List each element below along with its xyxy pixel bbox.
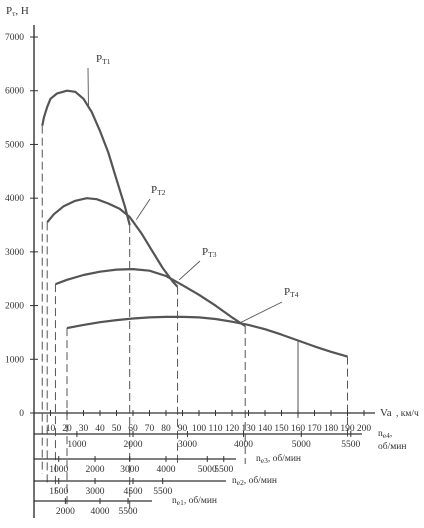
x-tick-label: 50 [112, 424, 122, 434]
curve-leader [179, 261, 200, 280]
x-tick-label: 190 [340, 424, 355, 434]
rpm-axis-name: ne4, [378, 429, 392, 440]
curve-label-Рт3: РТ3 [202, 246, 217, 259]
y-tick-label: 0 [19, 409, 24, 419]
y-axis-title: Рт, Н [6, 5, 29, 18]
x-tick-label: 10 [46, 424, 56, 434]
curve-leader [240, 302, 282, 323]
y-tick-label: 2000 [5, 302, 24, 312]
curve-label-Рт4: РТ4 [284, 286, 299, 299]
x-tick-label: 160 [291, 424, 306, 434]
x-tick-label: 180 [324, 424, 339, 434]
rpm-tick-label: 4000 [91, 507, 110, 517]
rpm-tick-label: 5000 [292, 440, 311, 450]
curve-leader [136, 199, 150, 220]
y-tick-label: 3000 [5, 248, 24, 258]
rpm-tick-label: 4000 [234, 440, 253, 450]
curve-Рт4 [67, 317, 348, 357]
y-tick-label: 6000 [5, 87, 24, 97]
rpm-tick-label: 3000 [86, 487, 105, 497]
x-tick-label: 170 [307, 424, 322, 434]
x-tick-label: 200 [357, 424, 372, 434]
rpm-tick-label: 3000 [120, 465, 139, 475]
curve-label-Рт2: РТ2 [151, 184, 166, 197]
rpm-tick-label: 5500 [214, 465, 233, 475]
x-tick-label: 20 [62, 424, 72, 434]
rpm-axis-unit: об/мин [378, 441, 406, 452]
x-tick-label: 100 [192, 424, 207, 434]
rpm-tick-label: 2000 [56, 507, 75, 517]
x-tick-label: 40 [95, 424, 105, 434]
x-axis-unit: , км/ч [396, 409, 419, 419]
rpm-tick-label: 4500 [124, 487, 143, 497]
x-tick-label: 30 [79, 424, 89, 434]
rpm-axis-name: ne2, об/мин [232, 475, 277, 487]
x-axis-title: Va [380, 407, 392, 419]
x-tick-label: 80 [161, 424, 171, 434]
x-tick-label: 120 [225, 424, 240, 434]
y-tick-label: 7000 [5, 33, 24, 43]
rpm-tick-label: 2000 [86, 465, 105, 475]
rpm-tick-label: 4000 [157, 465, 176, 475]
x-tick-label: 70 [145, 424, 155, 434]
rpm-tick-label: 5500 [153, 487, 172, 497]
rpm-tick-label: 1500 [49, 487, 68, 497]
curve-label-Рт1: РТ1 [96, 53, 111, 66]
rpm-tick-label: 3000 [178, 440, 197, 450]
rpm-tick-label: 1000 [67, 440, 86, 450]
rpm-tick-label: 1000 [49, 465, 68, 475]
rpm-axis-name: ne1, об/мин [172, 495, 217, 507]
x-tick-label: 140 [258, 424, 273, 434]
rpm-tick-label: 2000 [124, 440, 143, 450]
y-tick-label: 4000 [5, 194, 24, 204]
x-tick-label: 150 [274, 424, 289, 434]
x-tick-label: 110 [209, 424, 223, 434]
rpm-axis-name: ne3, об/мин [256, 453, 301, 465]
x-tick-label: 90 [178, 424, 188, 434]
y-tick-label: 1000 [5, 355, 24, 365]
y-tick-label: 5000 [5, 140, 24, 150]
curve-Рт1 [42, 91, 129, 225]
rpm-tick-label: 5500 [341, 440, 360, 450]
rpm-tick-label: 5500 [119, 507, 138, 517]
